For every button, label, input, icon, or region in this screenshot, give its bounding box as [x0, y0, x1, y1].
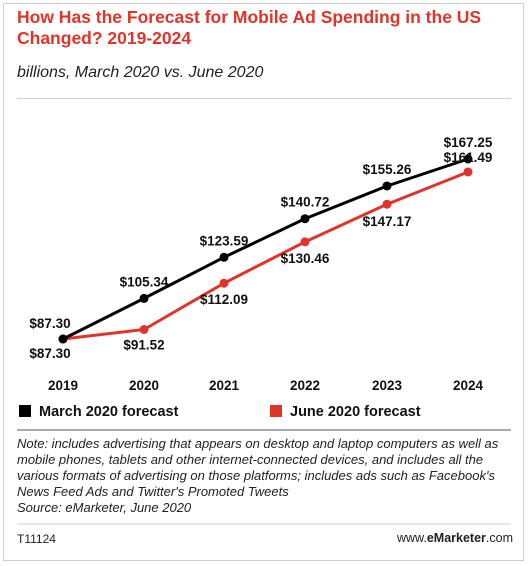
data-label-june-2024: $161.49 — [444, 150, 493, 165]
data-label-march-2022: $140.72 — [281, 195, 330, 210]
data-point-march-2022 — [300, 214, 310, 224]
data-point-june-2024 — [463, 167, 473, 177]
x-tick-label-2019: 2019 — [48, 378, 78, 393]
data-point-march-2019 — [58, 334, 68, 344]
chart-code: T11124 — [17, 532, 56, 546]
chart-frame — [3, 3, 524, 561]
data-point-june-2021 — [219, 278, 229, 288]
data-label-march-2023: $155.26 — [363, 162, 412, 177]
data-point-june-2022 — [300, 237, 310, 247]
data-point-june-2023 — [382, 199, 392, 209]
data-point-june-2020 — [139, 324, 149, 334]
x-tick-label-2020: 2020 — [129, 378, 159, 393]
data-point-march-2023 — [382, 181, 392, 191]
legend-label-june: June 2020 forecast — [290, 404, 421, 420]
chart-title: How Has the Forecast for Mobile Ad Spend… — [17, 7, 482, 48]
site-prefix: www. — [396, 531, 427, 545]
legend-swatch-march — [19, 405, 31, 417]
data-label-june-2023: $147.17 — [363, 214, 412, 229]
x-tick-label-2022: 2022 — [290, 378, 320, 393]
data-label-june-2021: $112.09 — [200, 292, 248, 307]
series-line-june — [62, 170, 469, 341]
x-tick-label-2021: 2021 — [209, 378, 240, 393]
data-label-march-2020: $105.34 — [120, 274, 169, 289]
data-point-march-2020 — [139, 293, 149, 303]
x-tick-label-2023: 2023 — [372, 378, 403, 393]
data-label-march-2024: $167.25 — [444, 135, 493, 150]
data-label-march-2021: $123.59 — [200, 233, 249, 248]
source-text: Source: eMarketer, June 2020 — [17, 500, 192, 515]
site-brand: eMarketer — [426, 531, 486, 545]
site-suffix: .com — [485, 531, 513, 545]
note-text: Note: includes advertising that appears … — [17, 436, 499, 499]
data-label-march-2019: $87.30 — [29, 316, 70, 331]
data-point-march-2024 — [463, 154, 473, 164]
chart-subtitle: billions, March 2020 vs. June 2020 — [17, 64, 264, 81]
data-label-june-2022: $130.46 — [281, 251, 330, 266]
header-divider — [17, 98, 511, 99]
site-link[interactable]: www.eMarketer.com — [397, 531, 513, 545]
legend-label-march: March 2020 forecast — [39, 404, 179, 420]
data-point-march-2021 — [219, 252, 229, 262]
data-label-june-2019: $87.30 — [29, 346, 70, 361]
x-tick-label-2024: 2024 — [453, 378, 484, 393]
series-line-march — [62, 157, 469, 341]
data-label-june-2020: $91.52 — [123, 337, 164, 352]
footnote: Note: includes advertising that appears … — [17, 436, 517, 516]
legend-swatch-june — [270, 405, 282, 417]
